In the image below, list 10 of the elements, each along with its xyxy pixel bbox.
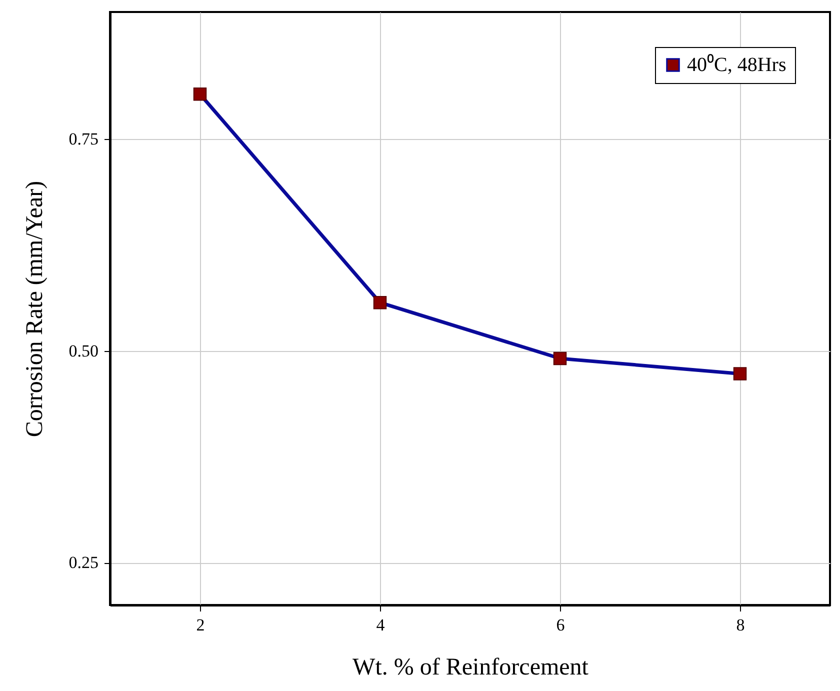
x-axis-title: Wt. % of Reinforcement xyxy=(352,654,589,680)
y-tick-label: 0.25 xyxy=(68,553,98,572)
x-tick-label: 2 xyxy=(196,616,205,634)
y-tick-label: 0.75 xyxy=(68,130,98,149)
y-tick-label: 0.50 xyxy=(68,341,98,360)
x-tick-label: 6 xyxy=(556,616,565,634)
y-axis-title: Corrosion Rate (mm/Year) xyxy=(22,180,48,438)
legend-label: 40⁰C, 48Hrs xyxy=(687,53,786,76)
x-tick-label: 4 xyxy=(376,616,386,634)
x-tick-label: 8 xyxy=(736,616,745,634)
